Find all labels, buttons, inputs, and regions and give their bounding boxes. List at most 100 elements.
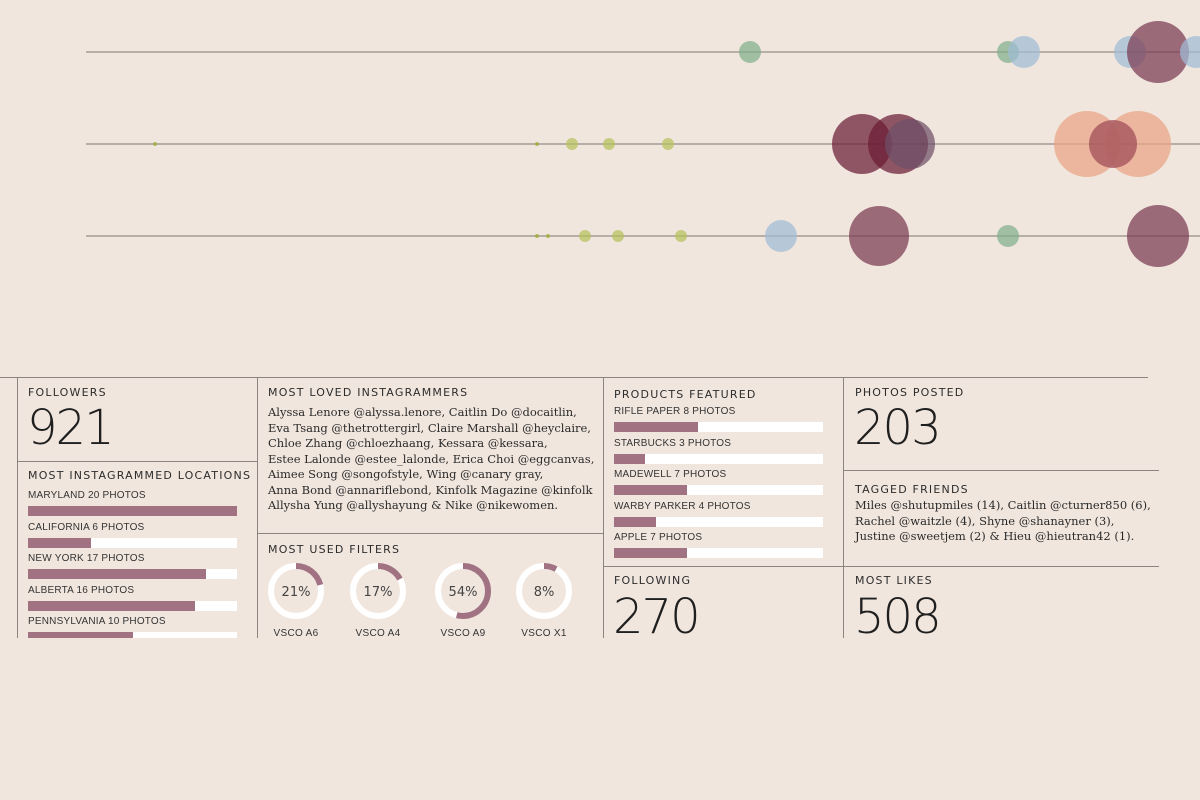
bar-fill — [614, 485, 687, 495]
timeline-bubble — [535, 234, 539, 238]
bar-fill — [28, 506, 237, 516]
timeline-bubble — [603, 138, 615, 150]
timeline-bubble — [765, 220, 797, 252]
timeline-bubble — [612, 230, 624, 242]
bar-item: WARBY PARKER 4 PHOTOS — [614, 501, 823, 533]
timeline-bubble — [1127, 205, 1189, 267]
bar-label: STARBUCKS 3 PHOTOS — [614, 437, 732, 449]
bar-label: ALBERTA 16 PHOTOS — [28, 584, 135, 596]
timeline-bubble — [535, 142, 539, 146]
photos-heading: PHOTOS POSTED — [855, 386, 965, 399]
timeline-bubble — [739, 41, 761, 63]
loved-list: Alyssa Lenore @alyssa.lenore, Caitlin Do… — [268, 405, 598, 514]
donut-label: VSCO A6 — [273, 628, 319, 639]
bar-track — [28, 632, 237, 638]
loved-line: Anna Bond @annariflebond, Kinfolk Magazi… — [268, 482, 593, 497]
bar-track — [614, 485, 823, 495]
timeline-bubble — [546, 234, 550, 238]
donut-label: VSCO A9 — [440, 628, 486, 639]
timeline-bubble — [997, 225, 1019, 247]
timeline-bubble — [849, 206, 909, 266]
bar-fill — [28, 632, 133, 638]
bar-item: MARYLAND 20 PHOTOS — [28, 490, 237, 522]
loved-heading: MOST LOVED INSTAGRAMMERS — [268, 386, 469, 399]
filters-heading: MOST USED FILTERS — [268, 543, 401, 556]
bar-track — [614, 516, 823, 527]
divider — [258, 533, 603, 534]
bar-track — [614, 548, 823, 558]
timeline-bubble — [153, 142, 157, 146]
followers-count: 921 — [27, 400, 115, 456]
bar-fill — [614, 422, 698, 432]
locations-bar-list: MARYLAND 20 PHOTOS CALIFORNIA 6 PHOTOS NEW… — [28, 490, 237, 638]
donut-arc — [350, 563, 406, 619]
filter-donut: 21% VSCO A6 — [264, 562, 328, 639]
photos-count: 203 — [854, 400, 942, 456]
divider — [843, 377, 844, 638]
timeline-bubble — [566, 138, 578, 150]
timeline-bubble — [1127, 21, 1189, 83]
divider — [603, 377, 604, 638]
timeline-bubble — [579, 230, 591, 242]
following-heading: FOLLOWING — [614, 574, 692, 587]
divider — [844, 470, 1159, 471]
bar-item: STARBUCKS 3 PHOTOS — [614, 438, 823, 470]
timeline-bubble — [885, 119, 935, 169]
bar-label: RIFLE PAPER 8 PHOTOS — [614, 406, 736, 417]
timeline-bubble — [1008, 36, 1040, 68]
timeline-bubble-chart — [86, 21, 1200, 267]
likes-heading: MOST LIKES — [855, 574, 933, 587]
donut-arc — [516, 563, 572, 619]
bar-label: PENNSYLVANIA 10 PHOTOS — [28, 616, 166, 627]
bar-item: APPLE 7 PHOTOS — [614, 532, 823, 564]
bar-item: ALBERTA 16 PHOTOS — [28, 585, 237, 617]
tagged-line: Miles @shutupmiles (14), Caitlin @cturne… — [855, 498, 1151, 512]
bar-track — [28, 569, 237, 579]
bar-label: CALIFORNIA 6 PHOTOS — [28, 521, 145, 533]
timeline-bubble — [1089, 120, 1137, 168]
tagged-line: Rachel @waitzle (4), Shyne @shanayner (3… — [855, 513, 1115, 528]
bar-fill — [28, 537, 91, 548]
loved-line: Allysha Yung @allyshayung & Nike @nikewo… — [268, 498, 559, 512]
divider — [0, 377, 1148, 378]
divider — [18, 461, 257, 462]
donut-label: VSCO A4 — [355, 628, 401, 639]
following-count: 270 — [613, 589, 701, 645]
bar-track — [614, 453, 823, 464]
donut-percent: 21% — [282, 585, 311, 600]
tagged-line: Justine @sweetjem (2) & Hieu @hieutran42… — [855, 529, 1135, 543]
tagged-list: Miles @shutupmiles (14), Caitlin @cturne… — [855, 498, 1155, 545]
divider — [604, 566, 1159, 567]
donut-percent: 8% — [534, 585, 555, 600]
loved-line: Chloe Zhang @chloezhaang, Kessara @kessa… — [268, 436, 548, 450]
tagged-heading: TAGGED FRIENDS — [855, 483, 969, 496]
loved-line: Alyssa Lenore @alyssa.lenore, Caitlin Do… — [268, 405, 577, 419]
bar-item: RIFLE PAPER 8 PHOTOS — [614, 406, 823, 438]
divider — [17, 377, 18, 638]
products-heading: PRODUCTS FEATURED — [614, 388, 757, 401]
donut-percent: 17% — [364, 585, 393, 600]
filter-donut: 8% VSCO X1 — [512, 562, 576, 639]
filter-donut: 54% VSCO A9 — [431, 562, 495, 639]
bar-label: APPLE 7 PHOTOS — [614, 532, 703, 543]
loved-line: Estee Lalonde @estee_lalonde, Erica Choi… — [268, 451, 595, 466]
bar-label: NEW YORK 17 PHOTOS — [28, 553, 145, 564]
bar-item: NEW YORK 17 PHOTOS — [28, 553, 237, 585]
bar-track — [28, 537, 237, 548]
bar-item: CALIFORNIA 6 PHOTOS — [28, 522, 237, 554]
bar-fill — [614, 453, 645, 464]
bar-fill — [28, 600, 195, 611]
bar-fill — [28, 569, 206, 579]
bar-label: MARYLAND 20 PHOTOS — [28, 490, 146, 501]
donut-label: VSCO X1 — [521, 628, 567, 639]
bar-track — [28, 506, 237, 516]
bar-track — [28, 600, 237, 611]
timeline-bubble — [662, 138, 674, 150]
loved-line: Eva Tsang @thetrottergirl, Claire Marsha… — [268, 420, 591, 435]
donut-percent: 54% — [449, 585, 478, 600]
divider — [257, 377, 258, 638]
bar-fill — [614, 516, 656, 527]
loved-line: Aimee Song @songofstyle, Wing @canary gr… — [268, 467, 544, 481]
bar-item: MADEWELL 7 PHOTOS — [614, 469, 823, 501]
bar-label: WARBY PARKER 4 PHOTOS — [614, 500, 751, 512]
